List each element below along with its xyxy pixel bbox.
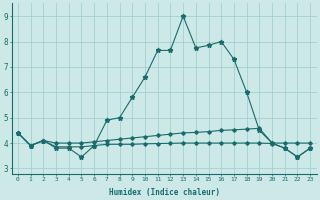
X-axis label: Humidex (Indice chaleur): Humidex (Indice chaleur) <box>108 188 220 197</box>
